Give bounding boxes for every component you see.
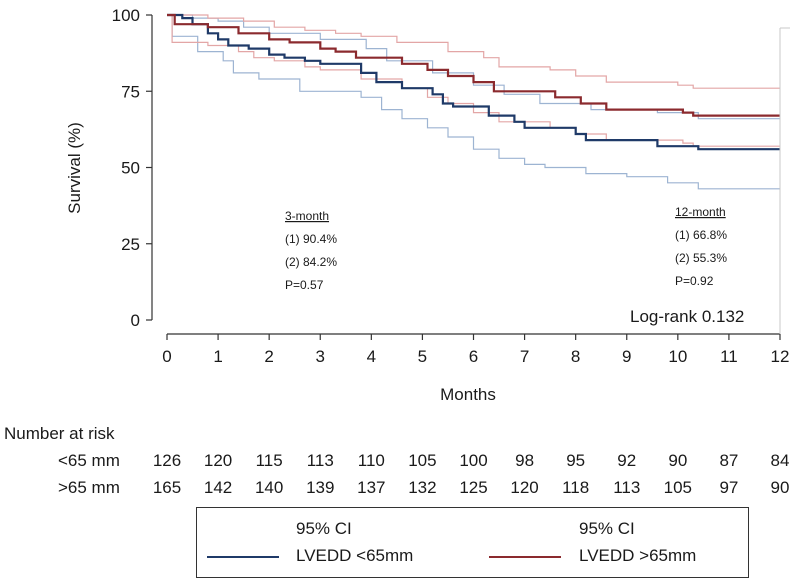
survival-curve-gt65	[167, 13, 780, 117]
x-tick-label: 10	[668, 347, 687, 366]
three-month-group2: (2) 84.2%	[285, 255, 337, 269]
risk-count: 165	[152, 478, 182, 497]
risk-count: 90	[770, 478, 790, 497]
x-tick-label: 3	[316, 347, 325, 366]
x-tick-label: 0	[162, 347, 171, 366]
risk-count: 132	[408, 478, 437, 497]
y-tick-label: 25	[121, 235, 140, 254]
risk-count: 137	[357, 478, 386, 497]
risk-count: 110	[357, 451, 385, 470]
risk-count: 142	[203, 478, 233, 497]
risk-count: 105	[663, 478, 693, 497]
x-axis-title: Months	[440, 385, 496, 404]
twelve-month-title: 12-month	[675, 205, 726, 219]
risk-count: 120	[510, 478, 539, 497]
risk-count: 97	[719, 478, 739, 497]
survival-curve-layer	[167, 13, 780, 151]
logrank-label: Log-rank 0.132	[630, 307, 744, 326]
risk-count: 140	[254, 478, 284, 497]
legend-ci-label-2: 95% CI	[579, 519, 635, 538]
risk-count: 92	[617, 451, 637, 470]
x-tick-label: 2	[264, 347, 273, 366]
risk-count: 87	[719, 451, 739, 470]
legend-item-lt65: LVEDD <65mm	[296, 546, 414, 565]
x-tick-label: 4	[367, 347, 376, 366]
x-tick-label: 11	[720, 347, 738, 366]
risk-count: 98	[515, 451, 535, 470]
ci-lower-lt65	[167, 14, 780, 190]
confidence-interval-layer	[167, 14, 780, 190]
three-month-group1: (1) 90.4%	[285, 232, 337, 246]
risk-count: 105	[408, 451, 437, 470]
ci-upper-lt65	[167, 14, 780, 120]
risk-count: 126	[152, 451, 182, 470]
risk-count: 84	[770, 451, 790, 470]
three-month-title: 3-month	[285, 209, 329, 223]
risk-count: 95	[566, 451, 586, 470]
survival-curve-lt65	[167, 13, 780, 151]
y-tick-label: 0	[131, 311, 140, 330]
ci-upper-gt65	[167, 14, 780, 89]
risk-count: 90	[668, 451, 688, 470]
x-tick-label: 7	[520, 347, 529, 366]
risk-count: 115	[255, 451, 283, 470]
risk-count: 100	[459, 451, 488, 470]
risk-row-label-gt65: >65 mm	[58, 478, 120, 497]
y-axis-title: Survival (%)	[65, 122, 84, 214]
legend-item-gt65: LVEDD >65mm	[579, 546, 697, 565]
risk-count: 120	[203, 451, 233, 470]
risk-row-label-lt65: <65 mm	[58, 451, 120, 470]
y-tick-label: 100	[112, 6, 140, 25]
twelve-month-group1: (1) 66.8%	[675, 228, 727, 242]
y-tick-label: 75	[121, 82, 140, 101]
x-tick-label: 5	[418, 347, 427, 366]
risk-count: 125	[459, 478, 488, 497]
legend: 95% CI 95% CI LVEDD <65mm LVEDD >65mm	[196, 507, 749, 578]
risk-count: 139	[306, 478, 335, 497]
x-tick-label: 6	[469, 347, 478, 366]
risk-count: 113	[613, 478, 641, 497]
twelve-month-group2: (2) 55.3%	[675, 251, 727, 265]
y-tick-label: 50	[121, 159, 140, 178]
twelve-month-pvalue: P=0.92	[675, 274, 714, 288]
risk-count: 113	[306, 451, 334, 470]
risk-count: 118	[562, 478, 590, 497]
x-tick-label: 9	[622, 347, 631, 366]
risk-table-title: Number at risk	[4, 424, 115, 443]
x-tick-label: 1	[213, 347, 222, 366]
legend-swatch-lt65	[207, 556, 279, 558]
legend-swatch-gt65	[489, 556, 561, 558]
x-tick-label: 12	[771, 347, 790, 366]
three-month-pvalue: P=0.57	[285, 278, 324, 292]
legend-ci-label-1: 95% CI	[296, 519, 352, 538]
x-tick-label: 8	[571, 347, 580, 366]
